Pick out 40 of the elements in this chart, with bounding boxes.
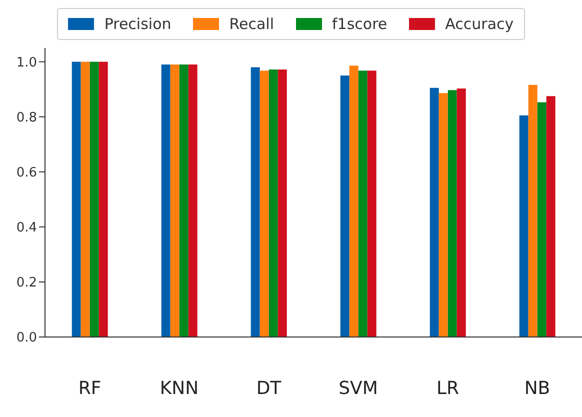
bar xyxy=(80,62,90,337)
bar xyxy=(358,70,368,337)
bar xyxy=(260,70,269,337)
bar xyxy=(430,88,439,337)
bar xyxy=(349,66,358,337)
bar xyxy=(340,76,350,337)
x-tick-label: LR xyxy=(436,378,460,399)
bar xyxy=(161,64,170,337)
bar xyxy=(448,90,457,337)
bar xyxy=(528,84,538,337)
bar xyxy=(170,64,180,337)
legend-label: Accuracy xyxy=(444,15,514,33)
y-tick-label: 0.6 xyxy=(16,165,37,180)
bar xyxy=(268,69,278,337)
legend-label: f1score xyxy=(331,15,388,33)
y-tick-label: 0.8 xyxy=(16,110,37,126)
bar xyxy=(367,70,376,337)
y-tick-label: 1.0 xyxy=(16,55,37,70)
x-tick-label: NB xyxy=(524,378,550,399)
y-tick-label: 0.2 xyxy=(16,276,37,291)
x-tick-label: DT xyxy=(256,378,282,399)
bar xyxy=(438,93,448,337)
legend-label: Recall xyxy=(228,15,274,33)
bar xyxy=(179,64,188,337)
bar xyxy=(546,96,556,337)
x-tick-label: SVM xyxy=(338,378,378,399)
y-tick-label: 0.0 xyxy=(16,330,37,346)
legend-label: Precision xyxy=(103,15,172,33)
bar xyxy=(188,64,198,337)
bar xyxy=(98,62,108,337)
bar xyxy=(250,67,260,337)
x-tick-label: KNN xyxy=(160,378,199,399)
y-tick-label: 0.4 xyxy=(16,220,37,236)
bar xyxy=(90,62,99,337)
bar xyxy=(72,62,81,337)
bar xyxy=(519,115,528,337)
bar xyxy=(456,88,466,337)
x-tick-label: RF xyxy=(78,378,102,399)
bar xyxy=(278,69,287,337)
bar xyxy=(537,102,546,337)
